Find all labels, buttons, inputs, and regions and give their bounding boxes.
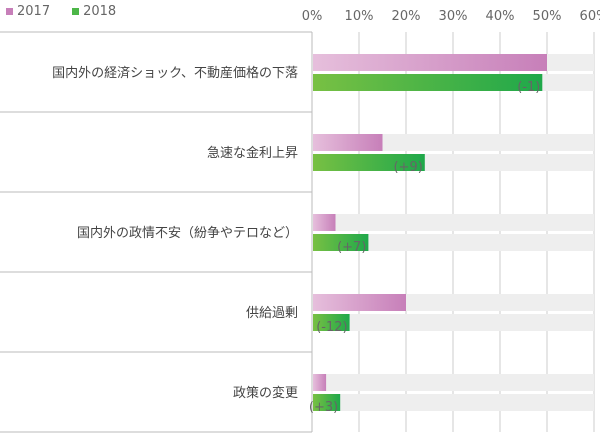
category-label: 急速な金利上昇: [207, 145, 298, 161]
bar-2017: [313, 374, 327, 391]
label-column: [0, 32, 311, 432]
x-tick-label: 0%: [302, 9, 323, 24]
bar-2017: [313, 54, 547, 71]
x-tick-label: 10%: [345, 9, 374, 24]
change-label: (+7): [337, 240, 366, 255]
change-label: (+9): [393, 160, 422, 175]
legend-item-2017: 2017: [6, 4, 50, 19]
bar-track: [313, 394, 594, 411]
change-label: (-12): [316, 320, 347, 335]
bar-2017: [313, 134, 383, 151]
x-tick-label: 30%: [439, 9, 468, 24]
bar-2017: [313, 294, 406, 311]
x-tick-label: 20%: [392, 9, 421, 24]
legend-label: 2018: [83, 4, 117, 19]
bar-2018: [313, 154, 425, 171]
bar-2017: [313, 214, 336, 231]
bar-2018: [313, 234, 369, 251]
bar-track: [313, 374, 594, 391]
legend-item-2018: 2018: [72, 4, 116, 19]
change-label: (-1): [517, 80, 540, 95]
legend-swatch: [72, 8, 80, 15]
bar-2018: [313, 74, 543, 91]
category-label: 国内外の政情不安（紛争やテロなど）: [77, 225, 298, 241]
bar-track: [313, 134, 594, 151]
bar-track: [313, 214, 594, 231]
bar-2018: [313, 314, 350, 331]
legend-label: 2017: [17, 4, 51, 19]
x-tick-label: 60%: [580, 9, 600, 24]
bar-2018: [313, 394, 341, 411]
category-label: 政策の変更: [233, 385, 298, 401]
category-label: 供給過剰: [246, 306, 298, 321]
change-label: (+3): [309, 400, 338, 415]
x-tick-label: 50%: [533, 9, 562, 24]
legend-swatch: [6, 8, 13, 15]
category-label: 国内外の経済ショック、不動産価格の下落: [52, 65, 298, 81]
bar-track: [313, 314, 594, 331]
x-tick-label: 40%: [486, 9, 515, 24]
legend: 2017 2018: [6, 4, 116, 19]
bar-track: [313, 234, 594, 251]
